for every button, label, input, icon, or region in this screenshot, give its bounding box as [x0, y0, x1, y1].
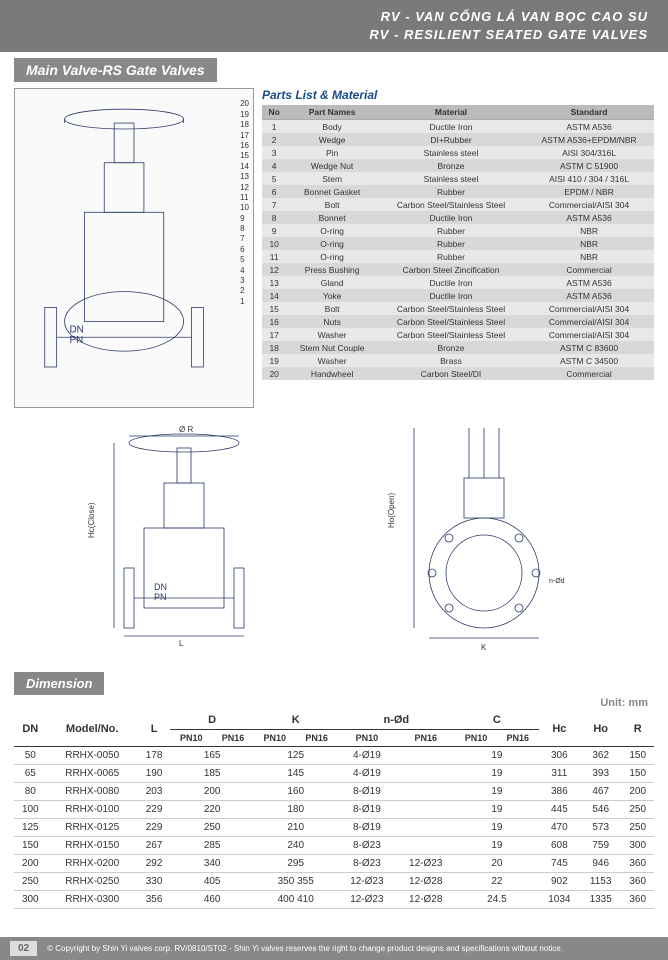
parts-row: 16NutsCarbon Steel/Stainless SteelCommer…: [262, 315, 654, 328]
dim-col-header: L: [138, 711, 171, 747]
unit-label: Unit: mm: [0, 697, 668, 709]
parts-row: 7BoltCarbon Steel/Stainless SteelCommerc…: [262, 198, 654, 211]
part-callout: 5: [240, 255, 249, 265]
part-callout: 17: [240, 131, 249, 141]
svg-text:L: L: [179, 639, 184, 648]
header-line2: RV - RESILIENT SEATED GATE VALVES: [20, 26, 648, 44]
part-callout: 16: [240, 141, 249, 151]
parts-row: 18Stem Nut CoupleBronzeASTM C 83600: [262, 341, 654, 354]
svg-text:Hc(Close): Hc(Close): [87, 502, 96, 538]
dim-row: 150RRHX-01502672852408-Ø2319608759300: [14, 837, 654, 855]
dim-row: 125RRHX-01252292502108-Ø1919470573250: [14, 819, 654, 837]
dim-row: 100RRHX-01002292201808-Ø1919445546250: [14, 801, 654, 819]
dim-col-header: n-Ød: [337, 711, 455, 730]
section-title: Main Valve-RS Gate Valves: [14, 58, 217, 82]
cutaway-diagram: DN PN 2019181716151413121110987654321: [14, 88, 254, 408]
dim-sub-header: PN16: [296, 730, 338, 747]
dimension-title: Dimension: [14, 672, 104, 695]
parts-row: 13GlandDuctile IronASTM A536: [262, 276, 654, 289]
part-callout: 4: [240, 266, 249, 276]
parts-row: 1BodyDuctile IronASTM A536: [262, 120, 654, 134]
parts-col-header: Part Names: [286, 105, 378, 120]
dim-sub-header: PN10: [254, 730, 296, 747]
parts-row: 2WedgeDI+RubberASTM A536+EPDM/NBR: [262, 133, 654, 146]
part-callout: 18: [240, 120, 249, 130]
part-callout: 6: [240, 245, 249, 255]
parts-row: 8BonnetDuctile IronASTM A536: [262, 211, 654, 224]
dim-col-header: Hc: [539, 711, 580, 747]
dim-row: 200RRHX-02002923402958-Ø2312-Ø2320745946…: [14, 855, 654, 873]
page-footer: 02 © Copyright by Shin Yi valves corp. R…: [0, 937, 668, 960]
parts-row: 11O-ringRubberNBR: [262, 250, 654, 263]
part-callout: 14: [240, 162, 249, 172]
part-callout: 7: [240, 234, 249, 244]
parts-row: 17WasherCarbon Steel/Stainless SteelComm…: [262, 328, 654, 341]
parts-row: 14YokeDuctile IronASTM A536: [262, 289, 654, 302]
dim-col-header: C: [455, 711, 539, 730]
part-callout: 2: [240, 286, 249, 296]
svg-text:PN: PN: [70, 336, 84, 347]
part-callout: 3: [240, 276, 249, 286]
dim-row: 80RRHX-00802032001608-Ø1919386467200: [14, 783, 654, 801]
page-header: RV - VAN CỔNG LÁ VAN BỌC CAO SU RV - RES…: [0, 0, 668, 52]
part-callout: 9: [240, 214, 249, 224]
parts-row: 19WasherBrassASTM C 34500: [262, 354, 654, 367]
dim-sub-header: PN16: [212, 730, 254, 747]
svg-text:DN: DN: [154, 582, 167, 592]
copyright-text: © Copyright by Shin Yi valves corp. RV/0…: [47, 944, 563, 953]
part-callout: 1: [240, 297, 249, 307]
parts-row: 3PinStainless steelAISI 304/316L: [262, 146, 654, 159]
closed-valve-diagram: DN PN Hc(Close) Ø R L: [54, 418, 314, 658]
part-callout: 20: [240, 99, 249, 109]
parts-col-header: Material: [378, 105, 524, 120]
parts-table: NoPart NamesMaterialStandard 1BodyDuctil…: [262, 105, 654, 380]
open-valve-diagram: Ho(Open) K n-Ød: [354, 418, 614, 658]
dim-col-header: DN: [14, 711, 47, 747]
dim-sub-header: PN10: [170, 730, 212, 747]
dim-sub-header: PN16: [396, 730, 455, 747]
part-number-labels: 2019181716151413121110987654321: [240, 99, 249, 307]
part-callout: 19: [240, 110, 249, 120]
svg-text:K: K: [481, 643, 487, 652]
parts-row: 15BoltCarbon Steel/Stainless SteelCommer…: [262, 302, 654, 315]
parts-row: 4Wedge NutBronzeASTM C 51900: [262, 159, 654, 172]
svg-text:n-Ød: n-Ød: [549, 578, 565, 585]
parts-list-title: Parts List & Material: [262, 88, 654, 102]
part-callout: 11: [240, 193, 249, 203]
dim-row: 65RRHX-00651901851454-Ø1919311393150: [14, 765, 654, 783]
dim-col-header: Ho: [580, 711, 621, 747]
part-callout: 10: [240, 203, 249, 213]
dim-row: 250RRHX-0250330405350 35512-Ø2312-Ø28229…: [14, 873, 654, 891]
part-callout: 15: [240, 151, 249, 161]
parts-row: 12Press BushingCarbon Steel Zincificatio…: [262, 263, 654, 276]
dim-col-header: D: [170, 711, 254, 730]
parts-row: 20HandwheelCarbon Steel/DICommercial: [262, 367, 654, 380]
valve-cutaway-svg: DN PN: [15, 89, 253, 407]
header-line1: RV - VAN CỔNG LÁ VAN BỌC CAO SU: [20, 8, 648, 26]
parts-row: 10O-ringRubberNBR: [262, 237, 654, 250]
svg-text:DN: DN: [70, 325, 84, 336]
parts-col-header: Standard: [524, 105, 654, 120]
page-number: 02: [10, 941, 37, 956]
svg-text:Ø R: Ø R: [179, 425, 193, 434]
dim-col-header: R: [621, 711, 654, 747]
parts-col-header: No: [262, 105, 286, 120]
dim-row: 300RRHX-0300356460400 41012-Ø2312-Ø2824.…: [14, 891, 654, 909]
svg-text:Ho(Open): Ho(Open): [387, 493, 396, 528]
parts-row: 6Bonnet GasketRubberEPDM / NBR: [262, 185, 654, 198]
dim-col-header: Model/No.: [47, 711, 138, 747]
parts-row: 9O-ringRubberNBR: [262, 224, 654, 237]
dim-sub-header: PN10: [337, 730, 396, 747]
part-callout: 13: [240, 172, 249, 182]
dim-sub-header: PN10: [455, 730, 497, 747]
part-callout: 12: [240, 183, 249, 193]
dim-col-header: K: [254, 711, 338, 730]
dimension-table: DNModel/No.LDKn-ØdCHcHoR PN10PN16PN10PN1…: [14, 711, 654, 909]
dim-sub-header: PN16: [497, 730, 539, 747]
dim-row: 50RRHX-00501781651254-Ø1919306362150: [14, 747, 654, 765]
parts-row: 5StemStainless steelAISI 410 / 304 / 316…: [262, 172, 654, 185]
part-callout: 8: [240, 224, 249, 234]
svg-text:PN: PN: [154, 592, 167, 602]
